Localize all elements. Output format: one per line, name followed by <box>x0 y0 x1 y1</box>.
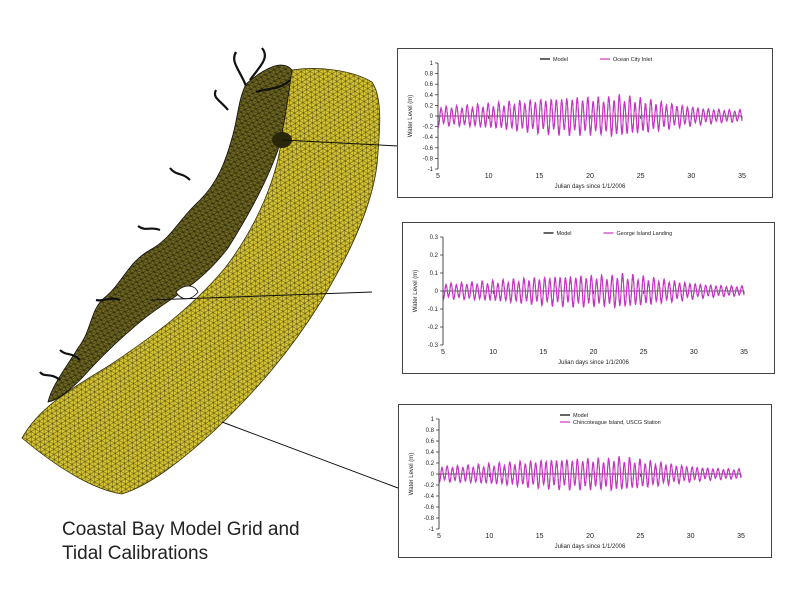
y-tick-label: 0.8 <box>426 428 435 434</box>
y-tick-label: -1 <box>429 527 435 533</box>
x-tick-label: 5 <box>441 349 445 356</box>
y-tick-label: 0.2 <box>430 253 439 259</box>
x-tick-label: 5 <box>437 533 441 540</box>
y-axis-label: Water Level (m) <box>413 270 419 312</box>
y-tick-label: -0.3 <box>428 343 439 349</box>
x-tick-label: 35 <box>740 349 748 356</box>
y-tick-label: -0.2 <box>423 125 434 131</box>
series-line <box>438 456 742 492</box>
x-tick-label: 30 <box>690 349 698 356</box>
y-tick-label: -0.6 <box>424 505 435 511</box>
legend-label: Chincoteague Island, USCG Station <box>573 420 661 426</box>
tide-chart-chincoteague-island: -1-0.8-0.6-0.4-0.200.20.40.60.815 10 15 20 2… <box>409 413 745 550</box>
y-tick-label: -0.2 <box>428 325 439 331</box>
x-tick-label: 25 <box>640 349 648 356</box>
x-tick-label: 5 <box>436 173 440 180</box>
x-tick-label: 25 <box>636 533 644 540</box>
x-tick-label: 15 <box>536 533 544 540</box>
x-tick-label: 35 <box>737 533 745 540</box>
y-tick-label: -0.8 <box>423 156 434 162</box>
y-tick-label: 0 <box>435 289 439 295</box>
x-tick-label: 30 <box>687 533 695 540</box>
x-tick-label: 10 <box>485 173 493 180</box>
y-tick-label: 1 <box>430 61 434 67</box>
ocean-grid-region <box>21 68 381 495</box>
legend-label: Model <box>553 57 568 63</box>
legend-label: Ocean City Inlet <box>613 57 653 63</box>
x-tick-label: 10 <box>485 533 493 540</box>
x-tick-label: 15 <box>535 173 543 180</box>
figure-caption: Coastal Bay Model Grid and Tidal Calibra… <box>62 518 362 566</box>
y-tick-label: -0.1 <box>428 307 439 313</box>
y-tick-label: 0.1 <box>430 271 439 277</box>
x-axis-label: Julian days since 1/1/2006 <box>555 184 626 190</box>
x-tick-label: 20 <box>586 173 594 180</box>
chart-panel-chincoteague-island: -1 -0.8 -0.6 -0.4 -0.2 0 0.2 0.4 0.6 0.8 1 5 10 15 20 2… <box>398 404 772 558</box>
bay-fine-mesh-region <box>47 64 293 403</box>
legend-label: Model <box>573 413 588 419</box>
x-tick-label: 25 <box>637 173 645 180</box>
x-tick-label: 30 <box>687 173 695 180</box>
x-tick-label: 20 <box>586 533 594 540</box>
x-axis-label: Julian days since 1/1/2006 <box>555 544 626 550</box>
tributary-lines <box>39 47 291 381</box>
x-tick-label: 20 <box>590 349 598 356</box>
y-tick-label: -1 <box>428 167 434 173</box>
chart-panel-george-island-landing: -0.3 -0.2 -0.1 0 0.1 0.2 0.3 5 10 15 20 25 30 35 Julia… <box>402 222 775 374</box>
inlet-dense-mesh <box>272 132 292 148</box>
y-tick-label: -0.4 <box>424 494 435 500</box>
x-axis-label: Julian days since 1/1/2006 <box>558 360 629 366</box>
y-tick-label: -0.4 <box>423 135 434 141</box>
y-tick-label: 0.8 <box>425 72 434 78</box>
legend-label: Model <box>557 231 572 237</box>
y-tick-label: 0 <box>431 472 435 478</box>
legend-label: George Island Landing <box>617 231 673 237</box>
caption-line-1: Coastal Bay Model Grid and <box>62 519 300 540</box>
series-line <box>437 94 743 138</box>
caption-line-2: Tidal Calibrations <box>62 543 209 564</box>
y-tick-label: -0.6 <box>423 146 434 152</box>
x-tick-label: 10 <box>489 349 497 356</box>
y-tick-label: 0.4 <box>425 93 434 99</box>
tide-chart-george-island-landing: -0.3 -0.2 -0.1 0 0.1 0.2 0.3 5 10 15 20 25 30 35 Julia… <box>413 231 748 366</box>
tide-chart-ocean-city-inlet: -1-0.8-0.6-0.4-0.200.20.40.60.815 10 15 20 2… <box>408 57 746 190</box>
y-tick-label: 0.4 <box>426 450 435 456</box>
y-tick-label: 0.6 <box>425 82 434 88</box>
x-tick-label: 15 <box>539 349 547 356</box>
y-tick-label: 0.6 <box>426 439 435 445</box>
x-tick-label: 35 <box>738 173 746 180</box>
y-tick-label: -0.8 <box>424 516 435 522</box>
y-tick-label: -0.2 <box>424 483 435 489</box>
series-line <box>442 272 745 309</box>
model-grid-mesh <box>21 47 381 495</box>
y-tick-label: 0.3 <box>430 235 439 241</box>
y-axis-label: Water Level (m) <box>409 453 415 495</box>
y-tick-label: 0 <box>430 114 434 120</box>
chart-panel-ocean-city-inlet: -1 -0.8 -0.6 -0.4 -0.2 0 0.2 0.4 0.6 0.8 1 5 10 15 20 2… <box>397 48 773 198</box>
y-tick-label: 0.2 <box>425 103 434 109</box>
y-tick-label: 1 <box>431 417 435 423</box>
y-tick-label: 0.2 <box>426 461 435 467</box>
y-axis-label: Water Level (m) <box>408 95 414 137</box>
